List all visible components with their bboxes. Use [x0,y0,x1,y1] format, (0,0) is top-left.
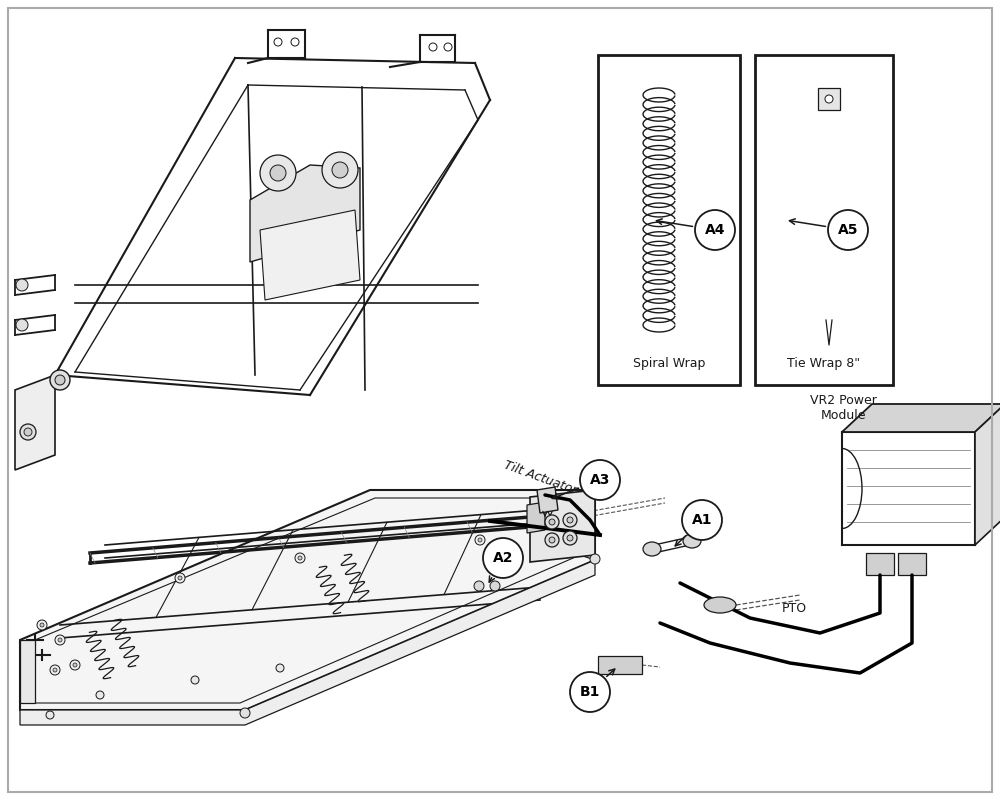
Text: Tie Wrap 8": Tie Wrap 8" [787,357,861,370]
Circle shape [695,210,735,250]
Text: A5: A5 [838,223,858,237]
Circle shape [276,664,284,672]
Circle shape [825,95,833,103]
Circle shape [567,535,573,541]
Polygon shape [20,560,595,725]
Circle shape [46,711,54,719]
Text: A4: A4 [705,223,725,237]
Polygon shape [580,490,595,560]
Circle shape [175,573,185,583]
Circle shape [549,537,555,543]
Circle shape [590,554,600,564]
Ellipse shape [683,534,701,548]
Text: VR2 Power
Module: VR2 Power Module [810,394,876,422]
Circle shape [96,691,104,699]
Polygon shape [975,404,1000,545]
Polygon shape [20,640,35,703]
Text: A2: A2 [493,551,513,565]
Circle shape [545,533,559,547]
Circle shape [549,519,555,525]
Polygon shape [842,404,1000,432]
Circle shape [40,623,44,627]
Circle shape [483,538,523,578]
Circle shape [16,279,28,291]
Circle shape [475,535,485,545]
Text: A3: A3 [590,473,610,487]
Circle shape [37,620,47,630]
Bar [818,88,840,110]
Polygon shape [250,165,360,262]
Circle shape [73,663,77,667]
Circle shape [240,708,250,718]
Text: PTO: PTO [782,602,807,614]
Ellipse shape [704,597,736,613]
Circle shape [178,576,182,580]
Circle shape [563,513,577,527]
Circle shape [24,428,32,436]
Polygon shape [260,210,360,300]
Circle shape [55,635,65,645]
Circle shape [682,500,722,540]
Ellipse shape [643,542,661,556]
Circle shape [298,556,302,560]
Circle shape [274,38,282,46]
Circle shape [478,538,482,542]
Bar [598,55,740,385]
Polygon shape [20,490,595,710]
Bar [898,553,926,575]
Polygon shape [530,490,595,562]
Circle shape [16,319,28,331]
Circle shape [50,370,70,390]
Circle shape [55,375,65,385]
Bar [866,553,894,575]
Circle shape [291,38,299,46]
Circle shape [545,515,559,529]
Circle shape [70,660,80,670]
Polygon shape [527,502,545,533]
Text: A1: A1 [692,513,712,527]
Text: Tilt Actuator: Tilt Actuator [502,458,578,498]
Circle shape [295,553,305,563]
Circle shape [580,460,620,500]
Circle shape [322,152,358,188]
Text: Spiral Wrap: Spiral Wrap [633,357,705,370]
Circle shape [570,672,610,712]
Circle shape [332,162,348,178]
Circle shape [20,424,36,440]
Text: B1: B1 [580,685,600,699]
Bar [755,55,893,385]
Polygon shape [15,375,55,470]
Circle shape [58,638,62,642]
Circle shape [53,668,57,672]
Circle shape [490,581,500,591]
Circle shape [50,665,60,675]
Circle shape [563,531,577,545]
Circle shape [270,165,286,181]
Circle shape [567,517,573,523]
Circle shape [444,43,452,51]
Circle shape [474,581,484,591]
Polygon shape [537,487,558,513]
Bar [598,656,642,674]
Circle shape [260,155,296,191]
Circle shape [191,676,199,684]
Circle shape [828,210,868,250]
Circle shape [429,43,437,51]
